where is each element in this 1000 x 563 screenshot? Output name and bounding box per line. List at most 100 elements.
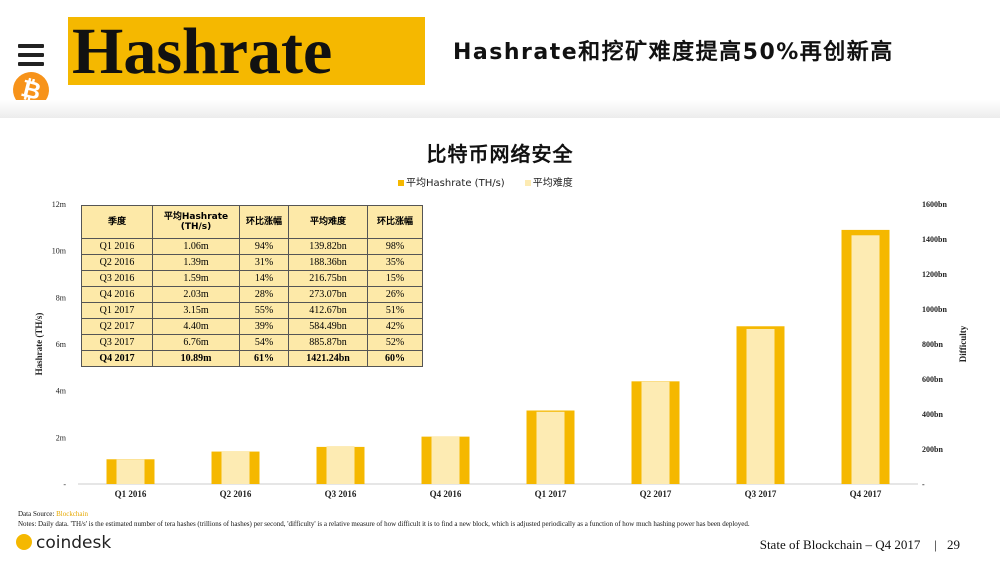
table-cell: 60%	[367, 350, 423, 367]
table-header: 平均难度	[288, 205, 368, 239]
table-header: 环比涨幅	[367, 205, 423, 239]
table-cell: Q3 2016	[81, 270, 153, 287]
table-cell: 885.87bn	[288, 334, 368, 351]
y-right-tick-label: 800bn	[922, 340, 943, 349]
y-right-tick-label: 200bn	[922, 445, 943, 454]
y-left-axis-label: Hashrate (TH/s)	[34, 313, 44, 376]
x-tick-label: Q3 2017	[745, 489, 777, 499]
table-cell: 6.76m	[152, 334, 240, 351]
chart-legend: 平均Hashrate (TH/s) 平均难度	[398, 174, 573, 189]
table-cell: 39%	[239, 318, 289, 335]
difficulty-bar	[641, 381, 670, 484]
table-row: Q4 2017 10.89m 61% 1421.24bn 60%	[81, 350, 423, 367]
table-cell: 188.36bn	[288, 254, 368, 271]
table-cell: Q1 2016	[81, 238, 153, 255]
legend-hashrate: 平均Hashrate (TH/s)	[398, 174, 505, 189]
table-cell: Q1 2017	[81, 302, 153, 319]
footer-report: State of Blockchain – Q4 2017 | 29	[759, 537, 960, 552]
table-cell: 35%	[367, 254, 423, 271]
chart-title: 比特币网络安全	[426, 142, 574, 166]
y-left-tick-label: 10m	[52, 247, 67, 256]
table-cell: 139.82bn	[288, 238, 368, 255]
table-cell: 54%	[239, 334, 289, 351]
table-cell: 10.89m	[152, 350, 240, 367]
table-cell: 216.75bn	[288, 270, 368, 287]
table-cell: 28%	[239, 286, 289, 303]
table-cell: 4.40m	[152, 318, 240, 335]
table-cell: 1.06m	[152, 238, 240, 255]
difficulty-bar	[746, 328, 775, 484]
difficulty-bar	[326, 446, 355, 484]
table-cell: 15%	[367, 270, 423, 287]
table-cell: 26%	[367, 286, 423, 303]
table-header: 季度	[81, 205, 153, 239]
y-left-tick-label: 4m	[56, 387, 67, 396]
table-cell: 14%	[239, 270, 289, 287]
table-row: Q1 2017 3.15m 55% 412.67bn 51%	[81, 302, 423, 319]
table-cell: 31%	[239, 254, 289, 271]
legend-difficulty: 平均难度	[524, 174, 573, 189]
difficulty-bar	[851, 235, 880, 484]
coindesk-logo-icon	[16, 534, 32, 550]
table-cell: 3.15m	[152, 302, 240, 319]
y-right-axis-label: Difficulty	[958, 325, 968, 362]
x-tick-label: Q1 2017	[535, 489, 567, 499]
table-cell: Q2 2017	[81, 318, 153, 335]
table-cell: 2.03m	[152, 286, 240, 303]
table-row: Q2 2016 1.39m 31% 188.36bn 35%	[81, 254, 423, 271]
table-header: 环比涨幅	[239, 205, 289, 239]
source-link[interactable]: Blockchain	[56, 510, 88, 518]
page-title: Hashrate	[72, 15, 333, 88]
table-row: Q3 2017 6.76m 54% 885.87bn 52%	[81, 334, 423, 351]
table-cell: 584.49bn	[288, 318, 368, 335]
x-tick-label: Q3 2016	[325, 489, 357, 499]
x-tick-label: Q2 2017	[640, 489, 672, 499]
y-right-tick-label: 1200bn	[922, 270, 947, 279]
table-cell: 52%	[367, 334, 423, 351]
table-cell: 55%	[239, 302, 289, 319]
x-tick-label: Q4 2017	[850, 489, 882, 499]
table-cell: 1.39m	[152, 254, 240, 271]
table-header: 平均Hashrate (TH/s)	[152, 205, 240, 239]
table-cell: 42%	[367, 318, 423, 335]
y-left-tick-label: 8m	[56, 293, 67, 302]
page-subtitle: Hashrate和挖矿难度提高50%再创新高	[453, 40, 894, 65]
table-cell: 412.67bn	[288, 302, 368, 319]
data-source: Data Source: Blockchain	[18, 510, 88, 518]
footer-notes: Notes: Daily data. 'TH/s' is the estimat…	[18, 520, 750, 528]
table-cell: Q2 2016	[81, 254, 153, 271]
y-left-tick-label: 6m	[56, 340, 67, 349]
y-right-tick-label: -	[922, 480, 925, 489]
y-left-tick-label: 12m	[52, 200, 67, 209]
difficulty-bar	[116, 459, 145, 484]
y-right-tick-label: 600bn	[922, 375, 943, 384]
table-row: Q4 2016 2.03m 28% 273.07bn 26%	[81, 286, 423, 303]
y-right-tick-label: 1400bn	[922, 235, 947, 244]
coindesk-logo: coindesk	[16, 533, 111, 553]
difficulty-bar	[431, 436, 460, 484]
table-cell: 1421.24bn	[288, 350, 368, 367]
x-tick-label: Q2 2016	[220, 489, 252, 499]
header-divider	[0, 100, 1000, 118]
table-cell: 98%	[367, 238, 423, 255]
table-cell: 94%	[239, 238, 289, 255]
y-right-tick-label: 1000bn	[922, 305, 947, 314]
difficulty-bar	[536, 411, 565, 484]
table-row: Q2 2017 4.40m 39% 584.49bn 42%	[81, 318, 423, 335]
difficulty-bar	[221, 451, 250, 484]
table-row: Q3 2016 1.59m 14% 216.75bn 15%	[81, 270, 423, 287]
title-highlight	[68, 17, 425, 85]
menu-icon[interactable]	[18, 44, 44, 66]
table-row: Q1 2016 1.06m 94% 139.82bn 98%	[81, 238, 423, 255]
data-table: 季度 平均Hashrate (TH/s) 环比涨幅 平均难度 环比涨幅 Q1 2016 1…	[81, 205, 423, 367]
table-cell: Q3 2017	[81, 334, 153, 351]
table-cell: 61%	[239, 350, 289, 367]
y-right-tick-label: 400bn	[922, 410, 943, 419]
x-tick-label: Q4 2016	[430, 489, 462, 499]
table-cell: 1.59m	[152, 270, 240, 287]
y-left-tick-label: -	[63, 480, 66, 489]
page-number: 29	[947, 537, 960, 552]
x-tick-label: Q1 2016	[115, 489, 147, 499]
y-right-tick-label: 1600bn	[922, 200, 947, 209]
